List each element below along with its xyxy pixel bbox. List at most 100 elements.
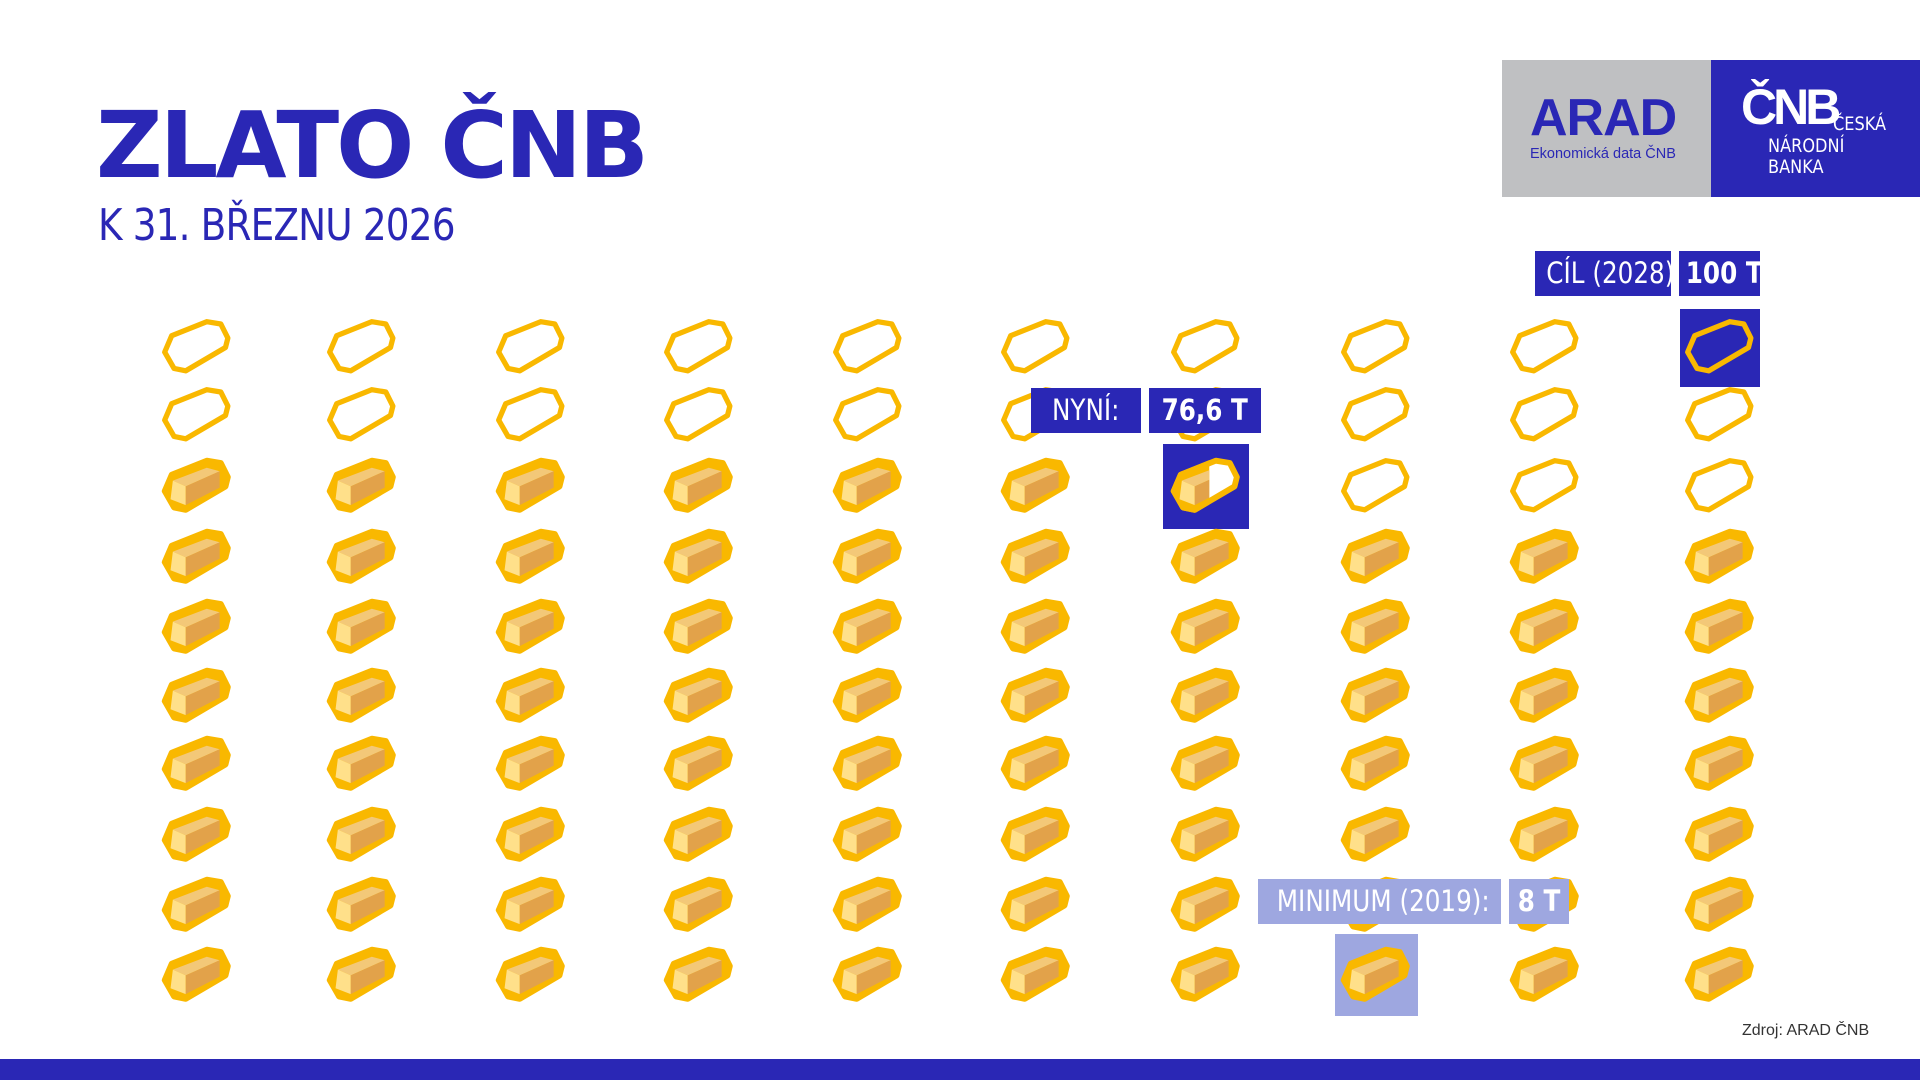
gold-bar-filled: [1004, 950, 1067, 999]
gold-bar-filled: [836, 739, 899, 788]
gold-bar-filled: [499, 739, 562, 788]
current-value: 76,6 T: [1149, 388, 1261, 433]
gold-bar-filled: [1513, 950, 1576, 999]
cnb-logo-line1: ČESKÁ: [1833, 113, 1887, 135]
gold-bar-filled: [1174, 880, 1237, 929]
page-title: ZLATO ČNB: [96, 92, 649, 199]
gold-bar-empty: [836, 322, 899, 371]
gold-bar-empty: [836, 390, 899, 439]
gold-bar-filled: [165, 671, 228, 720]
gold-bar-filled: [1004, 461, 1067, 510]
gold-bar-empty: [1174, 322, 1237, 371]
gold-bar-filled: [1174, 671, 1237, 720]
gold-bar-empty: [1004, 322, 1067, 371]
gold-bar-filled: [1344, 739, 1407, 788]
gold-bar-filled: [1688, 671, 1751, 720]
gold-bar-filled: [330, 950, 393, 999]
gold-bar-empty: [499, 322, 562, 371]
gold-bar-filled: [1004, 739, 1067, 788]
arad-logo-tagline: Ekonomická data ČNB: [1530, 146, 1676, 162]
gold-bar-filled: [667, 602, 730, 651]
gold-bar-empty: [667, 390, 730, 439]
gold-bar-filled: [499, 532, 562, 581]
gold-bar-empty: [1688, 461, 1751, 510]
gold-bar-filled: [667, 532, 730, 581]
gold-bar-filled: [836, 810, 899, 859]
gold-bar-filled: [165, 810, 228, 859]
source-note: Zdroj: ARAD ČNB: [1742, 1022, 1870, 1039]
gold-bar-filled: [499, 950, 562, 999]
current-label: NYNÍ:: [1031, 388, 1141, 433]
gold-bar-filled: [499, 671, 562, 720]
arad-logo-name: ARAD: [1530, 89, 1677, 147]
gold-bar-empty: [1688, 390, 1751, 439]
gold-bar-filled: [165, 602, 228, 651]
gold-bar-filled: [1513, 532, 1576, 581]
gold-bar-filled: [1513, 602, 1576, 651]
gold-bar-filled: [1688, 810, 1751, 859]
gold-bar-empty: [1344, 322, 1407, 371]
gold-bar-filled: [499, 880, 562, 929]
gold-bar-filled: [499, 461, 562, 510]
gold-bar-empty: [1513, 390, 1576, 439]
gold-bar-filled: [667, 950, 730, 999]
arad-logo: ARAD Ekonomická data ČNB: [1502, 60, 1711, 197]
footer-bar: [0, 1059, 1920, 1080]
gold-bar-filled: [1688, 950, 1751, 999]
gold-bar-empty: [1344, 390, 1407, 439]
gold-bar-filled: [1688, 602, 1751, 651]
gold-bar-filled: [667, 461, 730, 510]
gold-bar-empty: [499, 390, 562, 439]
page-subtitle: K 31. BŘEZNU 2026: [98, 200, 456, 251]
gold-bar-partial: [1170, 461, 1240, 510]
gold-bar-empty: [1688, 322, 1751, 371]
gold-bar-filled: [1004, 671, 1067, 720]
gold-bar-filled: [667, 880, 730, 929]
gold-bar-filled: [330, 461, 393, 510]
minimum-value: 8 T: [1509, 879, 1569, 924]
gold-bar-filled: [330, 602, 393, 651]
gold-bar-filled: [1688, 739, 1751, 788]
gold-bar-filled: [667, 810, 730, 859]
gold-bar-empty: [165, 322, 228, 371]
gold-bar-filled: [1174, 602, 1237, 651]
gold-bar-filled: [1344, 532, 1407, 581]
cnb-logo-line3: BANKA: [1768, 156, 1824, 178]
gold-bar-filled: [1174, 532, 1237, 581]
gold-bar-filled: [165, 950, 228, 999]
cnb-logo-mark: ČNB: [1741, 79, 1841, 135]
gold-bar-empty: [667, 322, 730, 371]
gold-bar-filled: [165, 880, 228, 929]
gold-bar-filled: [330, 739, 393, 788]
gold-bar-filled: [1344, 602, 1407, 651]
gold-bar-filled: [1688, 532, 1751, 581]
gold-bar-filled: [165, 739, 228, 788]
target-value: 100 T: [1679, 251, 1763, 296]
cnb-logo-line2: NÁRODNÍ: [1768, 135, 1845, 157]
gold-bar-filled: [836, 602, 899, 651]
gold-bar-empty: [330, 322, 393, 371]
target-label: CÍL (2028): [1535, 251, 1674, 296]
gold-bar-filled: [1174, 739, 1237, 788]
cnb-logo: ČNB ČESKÁ NÁRODNÍ BANKA: [1711, 60, 1920, 197]
gold-bar-filled: [1004, 880, 1067, 929]
gold-bar-filled: [1174, 950, 1237, 999]
gold-bar-filled: [667, 739, 730, 788]
minimum-label: MINIMUM (2019):: [1258, 879, 1501, 924]
gold-bar-filled: [330, 880, 393, 929]
gold-bar-empty: [330, 390, 393, 439]
gold-bar-filled: [330, 532, 393, 581]
gold-bar-empty: [1513, 322, 1576, 371]
gold-bar-filled: [1513, 810, 1576, 859]
gold-bar-filled: [1004, 810, 1067, 859]
gold-bar-filled: [1004, 602, 1067, 651]
gold-bar-empty: [1513, 461, 1576, 510]
gold-bar-filled: [330, 810, 393, 859]
gold-bar-filled: [1513, 739, 1576, 788]
gold-bar-filled: [1344, 810, 1407, 859]
gold-bar-filled: [330, 671, 393, 720]
gold-bar-filled: [165, 461, 228, 510]
gold-bar-filled: [836, 461, 899, 510]
gold-bar-filled: [1344, 950, 1407, 999]
